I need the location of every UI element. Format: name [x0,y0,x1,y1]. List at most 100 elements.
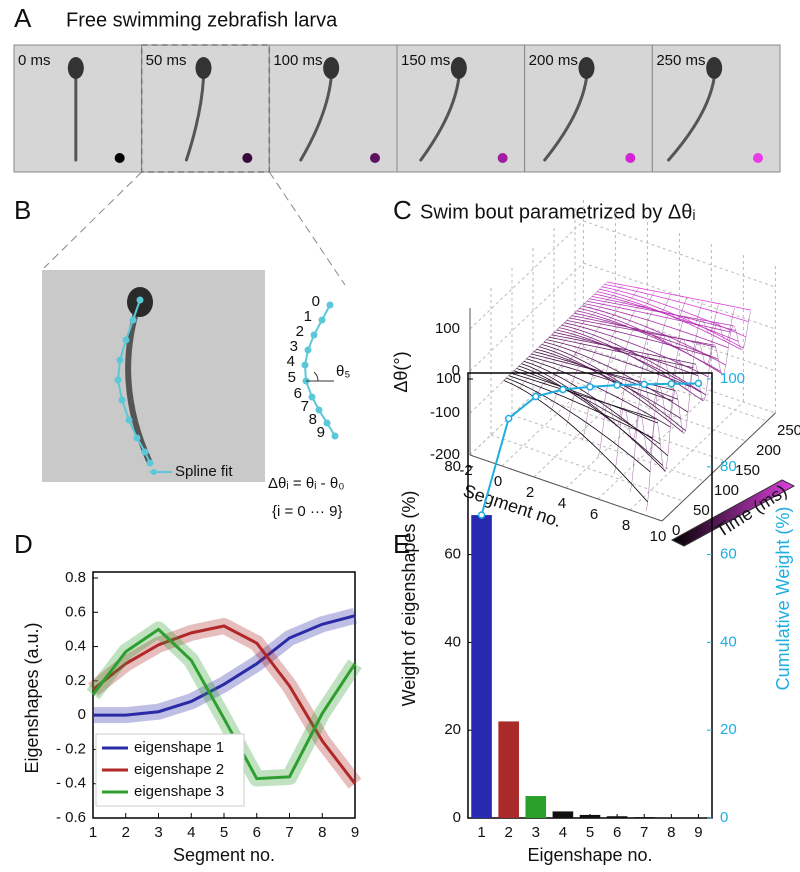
y-tick-label: 50 [693,502,710,519]
y-tick-label: 40 [444,633,461,650]
segment-point [331,432,339,440]
grid-line [583,304,776,372]
y2-axis-label: Cumulative Weight (%) [773,507,793,691]
y-tick-label: 0.8 [65,569,86,586]
angle-label: θ₅ [336,363,350,380]
surface-wire [546,339,691,388]
video-frame [651,44,781,173]
surface-wire [503,380,648,503]
x-tick-label: 4 [187,824,195,841]
surface-wire [533,288,639,401]
segment-index: 4 [287,353,295,370]
surface-wire [566,320,711,357]
x-tick-label: 6 [613,824,621,841]
surface-wire [645,311,751,512]
bar [471,515,492,818]
y-tick-label: 60 [444,546,461,563]
surface-wire [586,300,731,333]
y-tick-label: 0 [453,809,461,826]
segment-point [308,393,316,401]
cumulative-point [667,380,676,388]
bar [606,816,628,818]
surface-wire [613,304,719,474]
segment-point [310,331,318,339]
grid-line [553,374,747,442]
spline-point [129,316,137,324]
y-tick-label: 0.2 [65,672,86,689]
x-tick-label: 4 [559,824,567,841]
bar [525,796,547,818]
grid-line [490,434,684,502]
segment-point [315,406,323,414]
spline-point [114,376,122,384]
surface-wire [521,363,666,472]
y-tick-label: 0 [78,706,86,723]
surface-wire [565,294,671,426]
cumulative-point [477,511,486,519]
x-tick-label: 5 [220,824,228,841]
bar [579,814,601,818]
zoom-box [140,44,271,173]
grid-line [583,262,776,330]
fish-head [450,57,467,79]
fish-body [299,76,333,162]
fish-body [543,76,588,162]
grid-line [501,357,616,467]
x-tick-label: 6 [590,506,598,523]
grid-line [532,394,726,462]
x-tick-label: 0 [494,473,502,490]
segment-index: 5 [288,369,296,386]
grid-line [565,379,680,489]
fish-head [578,57,595,79]
y-tick-label: 150 [735,462,760,479]
segment-index: 0 [312,293,320,310]
y-tick-label: - 0.2 [56,740,86,757]
x-tick-label: 9 [694,824,702,841]
spline-point [122,336,130,344]
grid-line [583,346,776,414]
frame-time: 150 ms [401,52,450,69]
x-tick-label: 2 [122,824,130,841]
surface-wire [518,365,664,466]
axis-edge [469,454,663,522]
fish-head [323,57,340,79]
surface-wire [551,334,696,365]
y-tick-label: 20 [444,721,461,738]
surface-wire [528,356,674,402]
segment-index: 9 [317,424,325,441]
bar [498,721,519,818]
segment-index: 7 [301,398,309,415]
grid-line [533,368,648,478]
grid-line [469,220,584,330]
frame-time: 50 ms [146,52,187,69]
x-tick-label: 5 [586,824,594,841]
surface-wire [506,377,651,473]
y-tick-label: 100 [436,370,461,387]
segment-index: 6 [294,385,302,402]
fish-body [419,76,461,162]
y2-tick-label: 60 [720,546,737,563]
larva-image [42,270,265,482]
frame-time: 200 ms [529,52,578,69]
bar [633,817,655,818]
x-tick-label: 2 [526,484,534,501]
y2-tick-label: 20 [720,721,737,738]
z-tick-label: 100 [435,320,460,337]
surface-wire [516,368,661,445]
grid-line [597,390,712,500]
grid-line [469,262,584,372]
fish-head [195,57,212,79]
x-tick-label: 2 [504,824,512,841]
z-axis-label: Δθ(°) [391,351,411,392]
x-axis-label: Eigenshape no. [527,845,652,865]
spline-point [141,448,149,456]
surface-wire [606,281,752,311]
cumulative-point [532,392,540,401]
series-line [92,624,357,785]
x-tick-label: 6 [253,824,261,841]
time-dot [114,153,125,163]
legend-point [151,469,157,475]
fish-body [184,76,205,162]
panel-title: Swim bout parametrized by Δθᵢ [420,201,696,223]
